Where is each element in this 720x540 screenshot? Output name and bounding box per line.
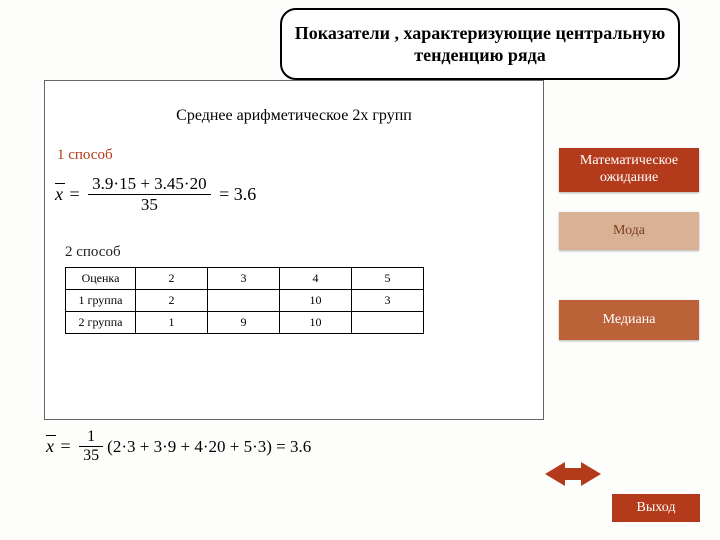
formula2-frac-den: 35 xyxy=(79,447,103,465)
median-button[interactable]: Медиана xyxy=(559,300,699,340)
formula2-frac-num: 1 xyxy=(83,428,99,446)
table-header: 2 xyxy=(136,268,208,290)
table-cell: 2 xyxy=(136,290,208,312)
table-header-row: Оценка 2 3 4 5 xyxy=(66,268,424,290)
expectation-label: Математическое ожидание xyxy=(563,153,695,187)
table-header: 4 xyxy=(280,268,352,290)
equals-sign: = xyxy=(56,436,75,457)
table-cell: 3 xyxy=(352,290,424,312)
row-label: 2 группа xyxy=(66,312,136,334)
table-header: 5 xyxy=(352,268,424,290)
formula-2: x = 1 35 (2·3 + 3·9 + 4·20 + 5·3) = 3.6 xyxy=(46,428,311,466)
table-cell xyxy=(352,312,424,334)
method2-label: 2 способ xyxy=(65,244,543,261)
table-cell: 10 xyxy=(280,290,352,312)
table-cell: 10 xyxy=(280,312,352,334)
xbar-symbol: x xyxy=(46,436,56,457)
table-cell: 1 xyxy=(136,312,208,334)
page-title: Показатели , характеризующие центральную… xyxy=(292,22,668,67)
fraction-1: 3.9·15 + 3.45·20 35 xyxy=(88,174,210,214)
table-cell: 9 xyxy=(208,312,280,334)
content-frame: Среднее арифметическое 2х групп 1 способ… xyxy=(44,80,544,420)
mode-label: Мода xyxy=(613,223,645,240)
equals-sign: = xyxy=(65,184,84,205)
table-header: Оценка xyxy=(66,268,136,290)
xbar-symbol: x xyxy=(55,184,65,205)
formula2-tail: (2·3 + 3·9 + 4·20 + 5·3) = 3.6 xyxy=(107,437,311,457)
expectation-button[interactable]: Математическое ожидание xyxy=(559,148,699,192)
formula-1: x = 3.9·15 + 3.45·20 35 = 3.6 xyxy=(55,174,543,214)
table-row: 2 группа 1 9 10 xyxy=(66,312,424,334)
page-title-box: Показатели , характеризующие центральную… xyxy=(280,8,680,80)
equals-sign: = xyxy=(215,184,234,205)
table-cell xyxy=(208,290,280,312)
arrow-left-icon[interactable] xyxy=(545,462,565,486)
table-header: 3 xyxy=(208,268,280,290)
formula1-numerator: 3.9·15 + 3.45·20 xyxy=(88,174,210,194)
arrow-right-icon[interactable] xyxy=(581,462,601,486)
nav-arrows xyxy=(545,462,601,486)
subtitle: Среднее арифметическое 2х групп xyxy=(45,107,543,125)
fraction-2: 1 35 xyxy=(79,428,103,466)
mode-button[interactable]: Мода xyxy=(559,212,699,250)
grades-table: Оценка 2 3 4 5 1 группа 2 10 3 2 группа … xyxy=(65,267,424,334)
exit-label: Выход xyxy=(637,500,676,516)
table-row: 1 группа 2 10 3 xyxy=(66,290,424,312)
formula1-denominator: 35 xyxy=(137,195,162,215)
median-label: Медиана xyxy=(603,312,656,329)
formula1-result: 3.6 xyxy=(234,184,257,205)
exit-button[interactable]: Выход xyxy=(612,494,700,522)
row-label: 1 группа xyxy=(66,290,136,312)
method1-label: 1 способ xyxy=(57,147,543,164)
